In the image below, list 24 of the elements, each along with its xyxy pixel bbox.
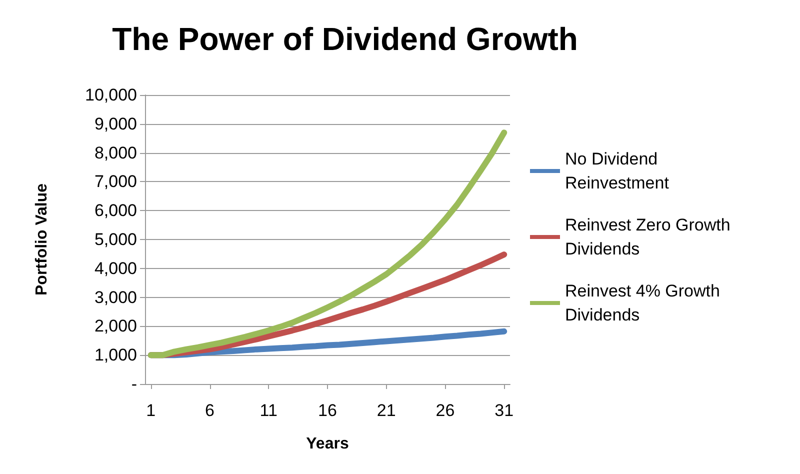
legend-label: Reinvest Zero Growth Dividends [565, 216, 736, 258]
x-tick-label: 16 [318, 401, 337, 420]
y-tick-label: 3,000 [94, 288, 137, 307]
x-tick-label: 26 [436, 401, 455, 420]
x-axis-title: Years [306, 436, 349, 452]
x-tick-label: 11 [260, 401, 278, 420]
x-tick-label: 31 [494, 401, 514, 420]
y-tick-label: - [131, 374, 137, 394]
legend-label: No Dividend Reinvestment [565, 150, 670, 192]
x-tick-label: 1 [146, 401, 156, 420]
legend-label: Reinvest 4% Growth Dividends [565, 282, 725, 324]
y-tick-label: 1,000 [94, 346, 137, 365]
y-tick-label: 2,000 [94, 316, 137, 336]
x-tick-label: 6 [205, 401, 214, 420]
y-axis-title: Portfolio Value [34, 183, 50, 296]
y-tick-label: 9,000 [94, 114, 137, 134]
y-tick-label: 7,000 [94, 172, 137, 192]
y-tick-label: 6,000 [94, 201, 137, 220]
y-tick-label: 5,000 [94, 230, 137, 249]
y-tick-label: 10,000 [85, 86, 137, 104]
y-tick-label: 4,000 [94, 258, 137, 278]
y-tick-label: 8,000 [94, 143, 137, 162]
x-tick-label: 21 [376, 401, 396, 420]
chart-title: The Power of Dividend Growth [112, 21, 578, 57]
